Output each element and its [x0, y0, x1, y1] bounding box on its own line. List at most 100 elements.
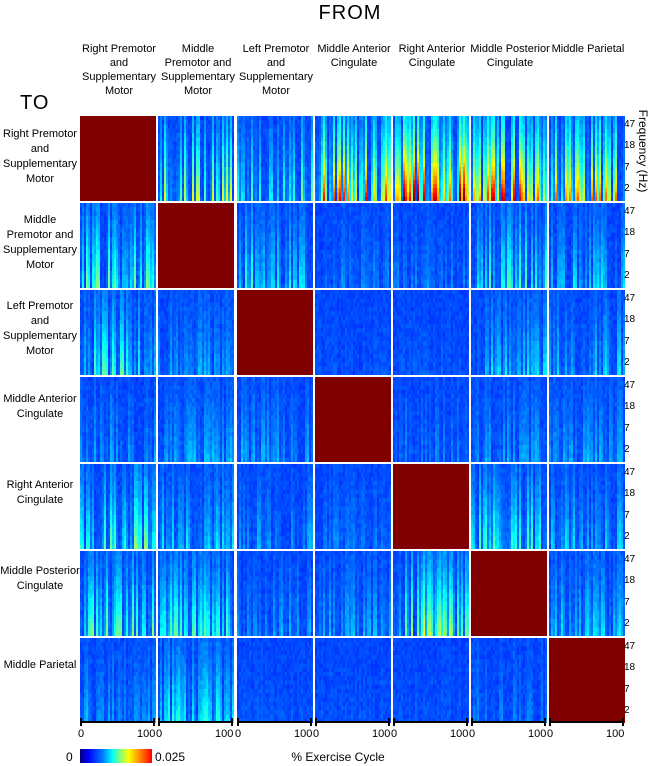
- heatmap-pixel: [523, 171, 526, 176]
- heatmap-pixel: [188, 179, 191, 185]
- heatmap-pixel: [477, 184, 480, 189]
- row-label-middle-posterior-cingulate: Middle Posterior Cingulate: [0, 564, 80, 594]
- heatmap-pixel: [479, 158, 482, 164]
- heatmap-pixel: [407, 179, 410, 185]
- heatmap-pixel: [361, 137, 364, 142]
- heatmap-pixel: [575, 171, 578, 176]
- heatmap-pixel: [529, 158, 532, 164]
- heatmap-pixel: [411, 154, 414, 159]
- heatmap-pixel: [473, 124, 476, 130]
- heatmap-pixel: [277, 184, 280, 189]
- heatmap-pixel: [317, 124, 320, 130]
- heatmap-pixel: [353, 133, 356, 138]
- heatmap-pixel: [309, 128, 312, 134]
- heatmap-pixel: [114, 220, 117, 225]
- heatmap-pixel: [182, 154, 185, 159]
- heatmap-pixel: [385, 133, 388, 138]
- heatmap-pixel: [112, 241, 115, 246]
- heatmap-pixel: [237, 137, 240, 142]
- heatmap-pixel: [421, 175, 424, 181]
- heatmap-pixel: [587, 133, 590, 138]
- heatmap-pixel: [162, 188, 165, 193]
- heatmap-pixel: [168, 179, 171, 185]
- heatmap-pixel: [172, 116, 175, 121]
- heatmap-pixel: [615, 137, 618, 142]
- heatmap-pixel: [257, 150, 260, 155]
- heatmap-pixel: [615, 175, 618, 181]
- heatmap-pixel: [397, 137, 400, 142]
- heatmap-pixel: [349, 120, 352, 125]
- heatmap-pixel: [337, 150, 340, 155]
- heatmap-pixel: [273, 150, 276, 155]
- heatmap-pixel: [571, 179, 574, 185]
- heatmap-pixel: [485, 124, 488, 130]
- heatmap-pixel: [100, 215, 103, 221]
- heatmap-pixel: [435, 137, 438, 142]
- heatmap-pixel: [279, 158, 282, 164]
- heatmap-pixel: [317, 167, 320, 172]
- heatmap-pixel: [581, 167, 584, 172]
- heatmap-pixel: [497, 128, 500, 134]
- heatmap-pixel: [359, 137, 362, 142]
- heatmap-pixel: [401, 162, 404, 168]
- heatmap-pixel: [323, 145, 326, 151]
- heatmap-pixel: [521, 184, 524, 189]
- heatmap-pixel: [521, 116, 524, 121]
- heatmap-pixel: [487, 133, 490, 138]
- heatmap-pixel: [192, 162, 195, 168]
- heatmap-pixel: [401, 133, 404, 138]
- heatmap-pixel: [517, 188, 520, 193]
- heatmap-pixel: [387, 128, 390, 134]
- heatmap-pixel: [307, 188, 310, 193]
- heatmap-pixel: [303, 141, 306, 147]
- heatmap-pixel: [148, 232, 151, 238]
- heatmap-pixel: [367, 175, 370, 181]
- heatmap-pixel: [507, 141, 510, 147]
- heatmap-pixel: [499, 184, 502, 189]
- heatmap-pixel: [589, 179, 592, 185]
- heatmap-pixel: [82, 207, 85, 212]
- heatmap-pixel: [559, 192, 562, 198]
- heatmap-pixel: [162, 124, 165, 130]
- heatmap-pixel: [323, 179, 326, 185]
- heatmap-pixel: [355, 154, 358, 159]
- heatmap-pixel: [110, 203, 113, 208]
- heatmap-pixel: [493, 179, 496, 185]
- heatmap-pixel: [615, 171, 618, 176]
- heatmap-pixel: [237, 154, 240, 159]
- heatmap-pixel: [565, 120, 568, 125]
- heatmap-pixel: [539, 162, 542, 168]
- heatmap-pixel: [170, 192, 173, 198]
- heatmap-pixel: [239, 196, 242, 202]
- heatmap-pixel: [537, 158, 540, 164]
- heatmap-pixel: [409, 128, 412, 134]
- heatmap-pixel: [271, 150, 274, 155]
- heatmap-pixel: [281, 179, 284, 185]
- heatmap-pixel: [497, 120, 500, 125]
- heatmap-pixel: [489, 133, 492, 138]
- heatmap-pixel: [613, 137, 616, 142]
- heatmap-pixel: [243, 150, 246, 155]
- heatmap-pixel: [515, 137, 518, 142]
- heatmap-pixel: [393, 196, 396, 202]
- heatmap-pixel: [483, 141, 486, 147]
- heatmap-pixel: [349, 133, 352, 138]
- heatmap-pixel: [457, 124, 460, 130]
- heatmap-pixel: [477, 128, 480, 134]
- heatmap-pixel: [277, 154, 280, 159]
- heatmap-pixel: [459, 141, 462, 147]
- heatmap-pixel: [417, 150, 420, 155]
- heatmap-pixel: [481, 145, 484, 151]
- heatmap-pixel: [341, 171, 344, 176]
- heatmap-pixel: [555, 171, 558, 176]
- heatmap-pixel: [190, 120, 193, 125]
- heatmap-pixel: [241, 133, 244, 138]
- heatmap-pixel: [196, 162, 199, 168]
- heatmap-pixel: [84, 207, 87, 212]
- heatmap-pixel: [615, 133, 618, 138]
- heatmap-pixel: [108, 224, 111, 229]
- heatmap-pixel: [253, 162, 256, 168]
- heatmap-pixel: [144, 232, 147, 238]
- heatmap-pixel: [132, 224, 135, 229]
- heatmap-pixel: [200, 184, 203, 189]
